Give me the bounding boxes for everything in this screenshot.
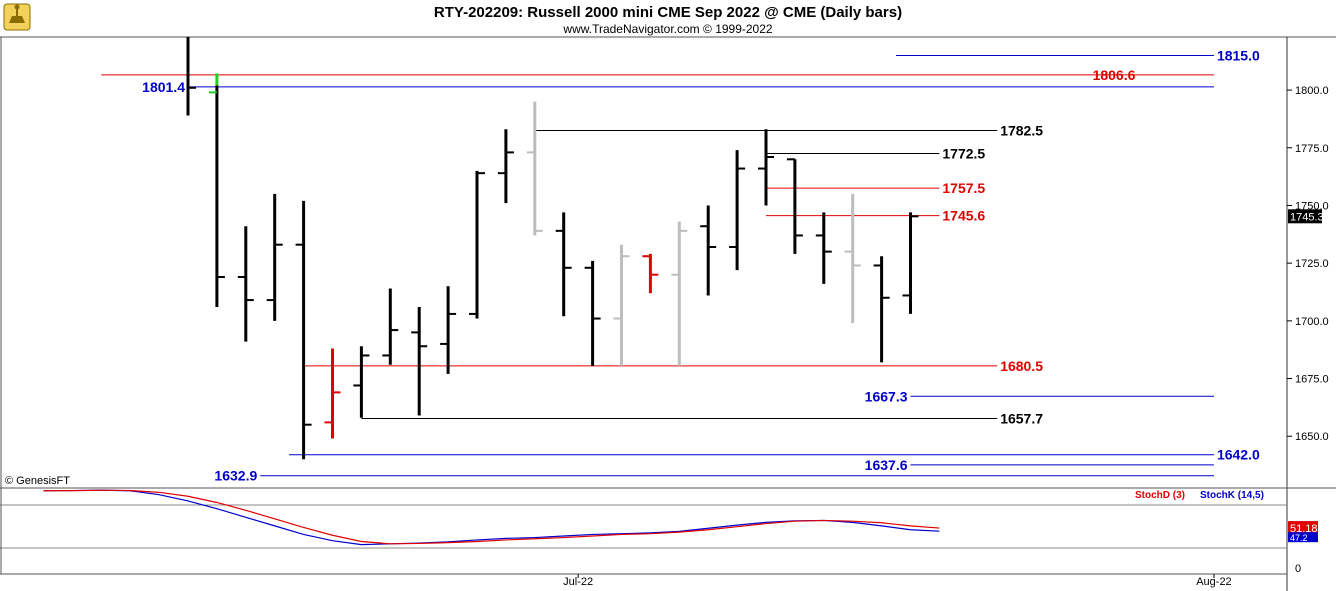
support-resistance-levels: 1815.0 1806.6 1801.4 1782.5 1772.5 1757.5 1745… xyxy=(101,47,1260,484)
level-label: 1642.0 xyxy=(1217,447,1260,463)
stoch-k-value-label: 47.2 xyxy=(1290,533,1308,543)
date-tick-label: Jul-22 xyxy=(563,576,593,588)
stoch-d-value-box xyxy=(1288,521,1318,535)
copyright-label: © GenesisFT xyxy=(5,475,70,487)
price-tick-label: 1650.0 xyxy=(1295,431,1329,443)
level-label: 1637.6 xyxy=(865,457,908,473)
level-label: 1657.7 xyxy=(1000,410,1043,426)
stoch-d-value-label: 51.18 xyxy=(1290,523,1318,535)
date-axis: Jul-22 Aug-22 xyxy=(563,574,1232,588)
date-tick-label: Aug-22 xyxy=(1196,576,1231,588)
last-price-box xyxy=(1288,209,1322,224)
price-tick-label: 1775.0 xyxy=(1295,143,1329,155)
level-label: 1801.4 xyxy=(142,79,185,95)
trade-navigator-logo-icon xyxy=(3,3,31,31)
level-label: 1667.3 xyxy=(865,388,908,404)
frames xyxy=(0,36,1336,591)
ohlc-bars xyxy=(186,37,919,460)
last-price-label: 1745.3 xyxy=(1290,211,1324,223)
level-label: 1680.5 xyxy=(1000,358,1043,374)
level-label: 1772.5 xyxy=(942,146,985,162)
stoch-legend-label: StochD (3) xyxy=(1135,490,1185,501)
price-tick-label: 1725.0 xyxy=(1295,258,1329,270)
price-tick-label: 1800.0 xyxy=(1295,85,1329,97)
level-label: 1782.5 xyxy=(1000,122,1043,138)
level-label: 1757.5 xyxy=(942,180,985,196)
stoch-legend-label: StochK (14,5) xyxy=(1200,490,1264,501)
stoch-d-line xyxy=(43,489,940,545)
chart-title: RTY-202209: Russell 2000 mini CME Sep 20… xyxy=(434,4,902,21)
price-tick-label: 1700.0 xyxy=(1295,316,1329,328)
level-label: 1745.6 xyxy=(942,208,985,224)
stoch-tick-label: 0 xyxy=(1295,563,1301,575)
last-price-marker: 1745.3 xyxy=(1288,209,1324,224)
level-label: 1815.0 xyxy=(1217,47,1260,63)
chart-subtitle: www.TradeNavigator.com © 1999-2022 xyxy=(562,22,772,36)
stoch-k-value-box xyxy=(1288,532,1318,543)
level-label: 1806.6 xyxy=(1093,67,1136,83)
price-tick-label: 1675.0 xyxy=(1295,374,1329,386)
level-label: 1632.9 xyxy=(214,468,257,484)
